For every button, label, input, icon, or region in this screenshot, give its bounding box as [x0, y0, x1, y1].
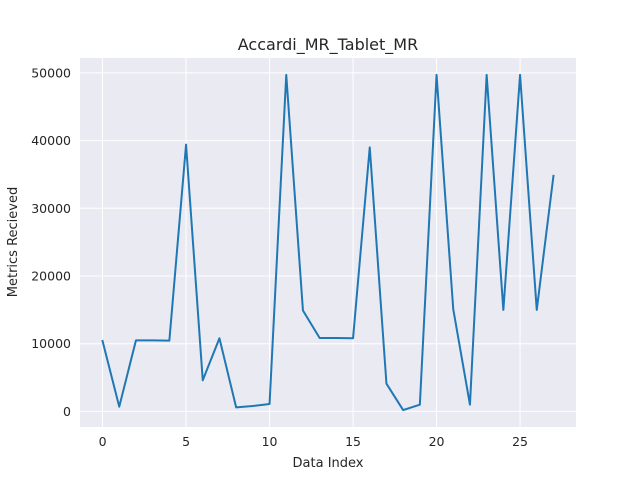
x-tick-label: 15 — [345, 434, 361, 449]
series-layer — [101, 73, 555, 412]
y-tick-label: 10000 — [31, 336, 71, 351]
x-tick-label: 5 — [182, 434, 190, 449]
x-tick-label: 25 — [512, 434, 528, 449]
chart-title: Accardi_MR_Tablet_MR — [238, 35, 418, 55]
x-tick-label: 20 — [429, 434, 445, 449]
x-tick-label: 10 — [262, 434, 278, 449]
grid-lines — [80, 58, 576, 427]
x-tick-label: 0 — [99, 434, 107, 449]
y-axis-label: Metrics Recieved — [6, 187, 21, 297]
tick-labels: 0 5 10 15 20 25 0 10000 20000 30000 40000 50000 — [31, 65, 528, 449]
y-tick-label: 30000 — [31, 201, 71, 216]
y-tick-label: 50000 — [31, 65, 71, 80]
y-tick-label: 40000 — [31, 133, 71, 148]
plot-background — [80, 58, 576, 427]
y-tick-label: 20000 — [31, 269, 71, 284]
y-tick-label: 0 — [63, 404, 71, 419]
series-line — [101, 73, 555, 412]
x-axis-label: Data Index — [293, 456, 364, 471]
